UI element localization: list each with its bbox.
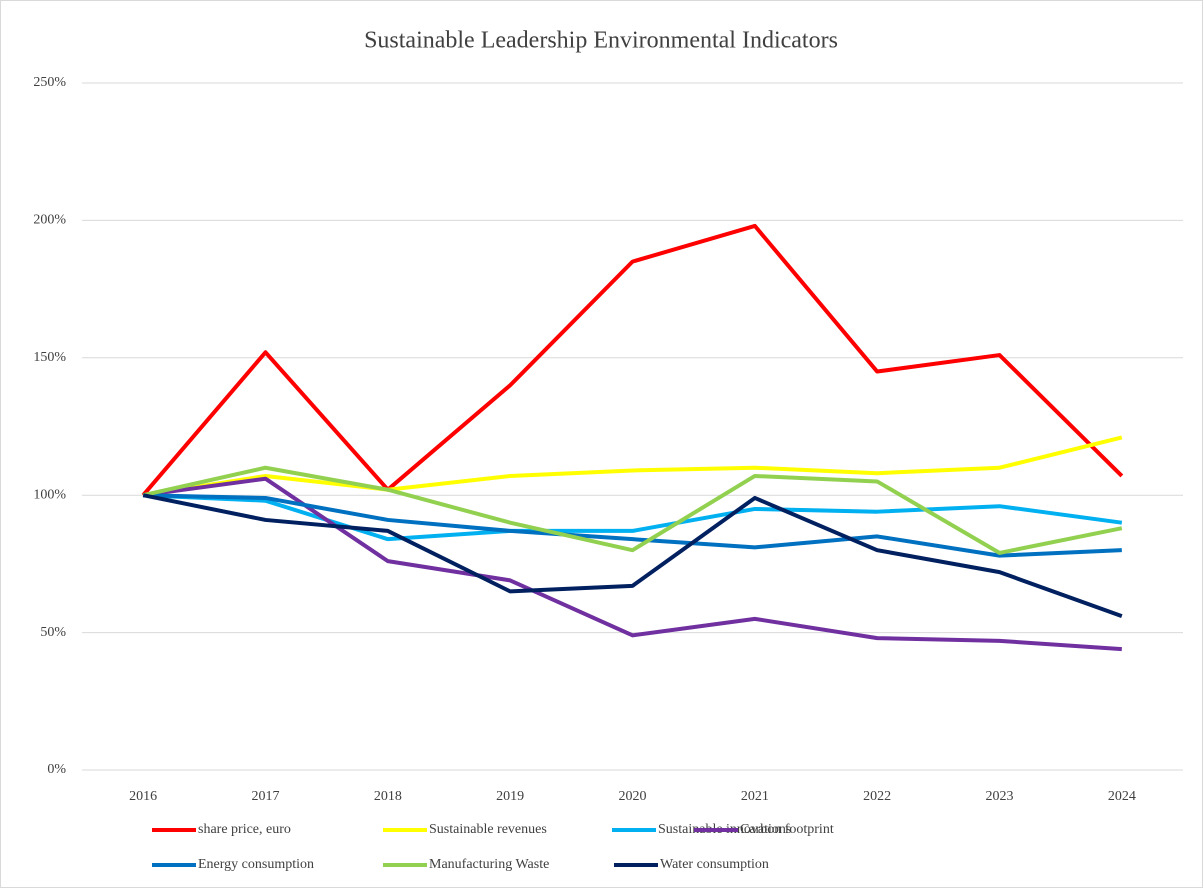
x-tick-label: 2023	[986, 789, 1014, 804]
y-tick-label: 200%	[33, 213, 66, 228]
y-tick-label: 0%	[47, 762, 66, 777]
legend-label: Manufacturing Waste	[429, 857, 549, 872]
legend-label: Energy consumption	[198, 857, 314, 872]
x-tick-label: 2021	[741, 789, 769, 804]
x-tick-label: 2022	[863, 789, 891, 804]
x-tick-label: 2020	[619, 789, 647, 804]
x-tick-label: 2024	[1108, 789, 1136, 804]
legend-label: Water consumption	[660, 857, 769, 872]
y-tick-label: 50%	[40, 625, 66, 640]
chart-title: Sustainable Leadership Environmental Ind…	[364, 28, 838, 54]
legend-label: share price, euro	[198, 822, 291, 837]
legend-label: Carbon footprint	[740, 822, 834, 837]
y-tick-label: 100%	[33, 487, 66, 502]
legend-label: Sustainable revenues	[429, 822, 547, 837]
x-tick-label: 2018	[374, 789, 402, 804]
series-line	[143, 493, 1123, 542]
y-tick-label: 250%	[33, 75, 66, 90]
x-tick-label: 2017	[252, 789, 280, 804]
y-tick-label: 150%	[33, 350, 66, 365]
series-line	[142, 465, 1123, 555]
x-tick-label: 2019	[496, 789, 524, 804]
series-line	[142, 435, 1123, 498]
series-line	[143, 493, 1122, 558]
series-line	[141, 223, 1124, 497]
series-line	[142, 493, 1123, 618]
x-tick-label: 2016	[129, 789, 157, 804]
